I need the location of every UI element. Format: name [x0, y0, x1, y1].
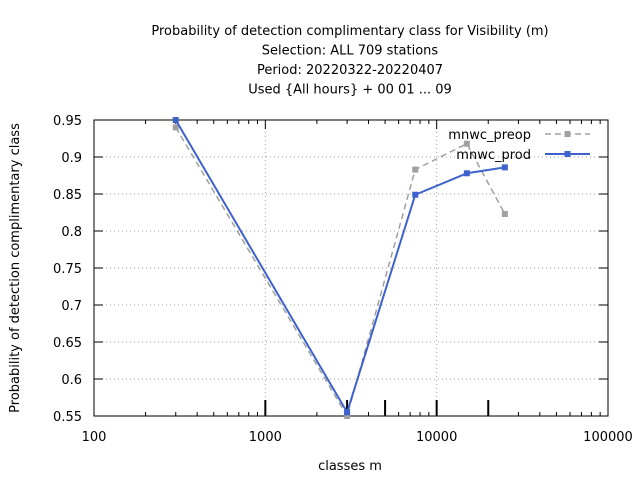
y-tick-label: 0.65 [53, 336, 82, 351]
legend-label-mnwc_preop: mnwc_preop [448, 128, 531, 143]
y-tick-label: 0.8 [61, 225, 82, 240]
y-tick-label: 0.85 [53, 188, 82, 203]
x-tick-label: 1000 [249, 430, 282, 445]
y-tick-label: 0.6 [61, 373, 82, 388]
chart-title: Probability of detection complimentary c… [151, 24, 548, 98]
y-tick-label: 0.75 [53, 262, 82, 277]
data-point-mnwc_preop [463, 140, 470, 147]
data-point-mnwc_prod [172, 117, 179, 123]
y-tick-label: 0.9 [61, 151, 82, 166]
title-line: Probability of detection complimentary c… [151, 24, 548, 39]
title-line: Selection: ALL 709 stations [262, 44, 439, 59]
data-point-mnwc_preop [501, 210, 508, 217]
title-line: Period: 20220322-20220407 [257, 63, 443, 78]
legend-marker-mnwc_prod [564, 151, 571, 157]
y-tick-label: 0.95 [53, 114, 82, 129]
data-point-mnwc_prod [412, 191, 419, 198]
x-axis-label: classes m [318, 459, 382, 474]
x-tick-label: 100 [82, 430, 107, 445]
class-markers [264, 400, 490, 416]
grid [94, 120, 608, 416]
y-axis-label: Probability of detection complimentary c… [8, 123, 23, 413]
legend-marker-mnwc_preop [564, 131, 571, 137]
legend: mnwc_preop mnwc_prod [448, 128, 590, 163]
data-point-mnwc_preop [172, 124, 179, 131]
x-axis-ticks: 100 1000 10000 100000 [82, 120, 633, 445]
series-line-mnwc_prod [174, 119, 506, 414]
data-point-mnwc_prod [501, 164, 508, 171]
legend-label-mnwc_prod: mnwc_prod [456, 148, 531, 163]
series [172, 117, 508, 419]
data-point-mnwc_prod [344, 409, 351, 416]
x-tick-label: 100000 [583, 430, 633, 445]
data-point-mnwc_prod [463, 170, 470, 177]
title-line: Used {All hours} + 00 01 ... 09 [248, 83, 452, 98]
y-tick-label: 0.7 [61, 299, 82, 314]
data-point-mnwc_preop [344, 413, 351, 419]
data-point-mnwc_preop [412, 166, 419, 173]
x-tick-label: 10000 [416, 430, 457, 445]
series-line-mnwc_preop [175, 127, 506, 417]
y-axis-ticks: 0.55 0.6 0.65 0.7 0.75 0.8 0.85 0.9 0.95 [53, 114, 608, 425]
y-tick-label: 0.55 [53, 410, 82, 425]
